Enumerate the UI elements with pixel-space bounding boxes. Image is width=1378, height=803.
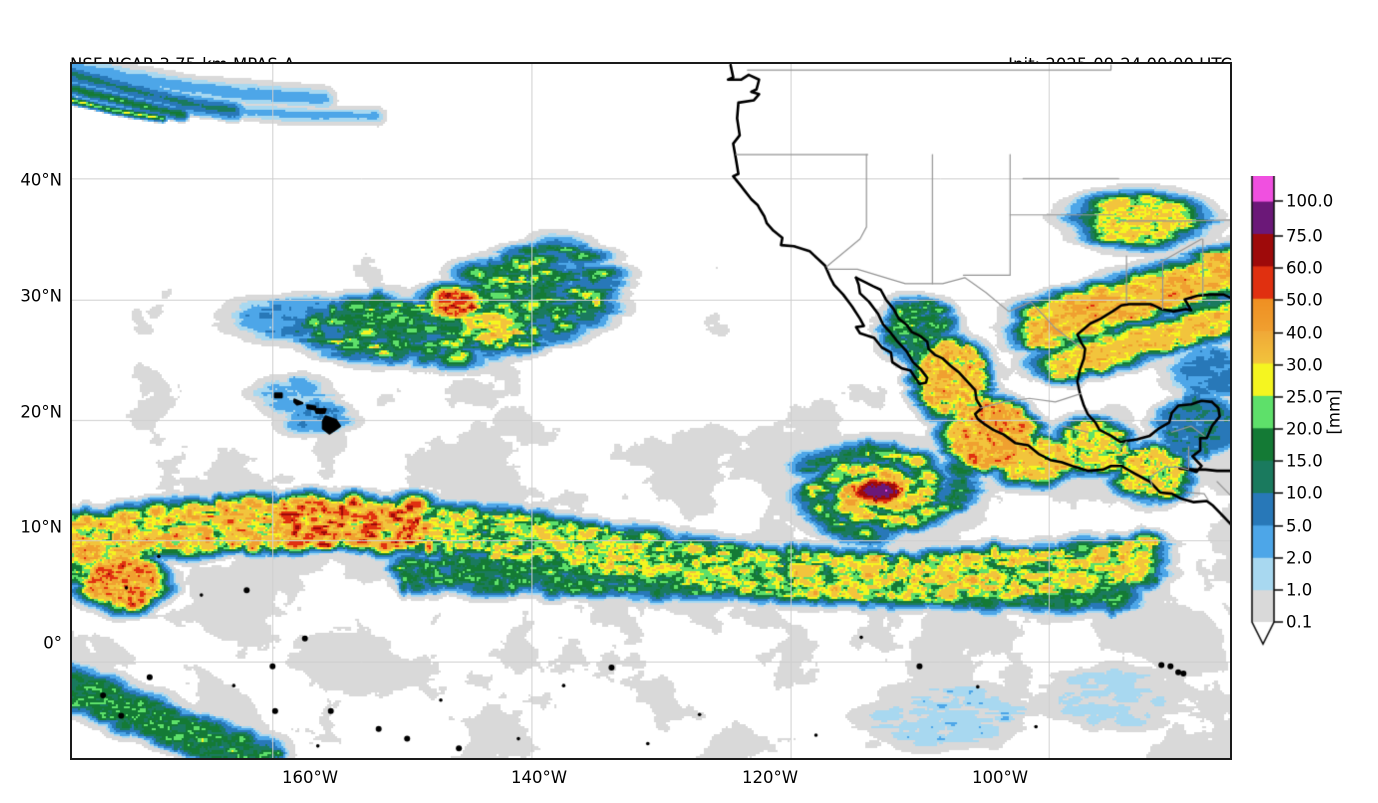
colorbar-tick-12: 1.0 (1286, 580, 1313, 600)
colorbar-tick-4: 40.0 (1286, 323, 1323, 343)
precipitation-map (72, 64, 1230, 758)
lon-tick-2: 120°W (741, 768, 799, 787)
colorbar-gradient (1248, 176, 1378, 650)
lat-tick-0: 40°N (20, 170, 62, 190)
colorbar-tick-6: 25.0 (1286, 387, 1323, 407)
colorbar-tick-1: 75.0 (1286, 226, 1323, 246)
colorbar-tick-13: 0.1 (1286, 612, 1313, 632)
colorbar: [mm] 100.0 75.0 60.0 50.0 40.0 30.0 25.0 20.0 15… (1248, 176, 1378, 650)
colorbar-tick-3: 50.0 (1286, 290, 1323, 310)
colorbar-tick-5: 30.0 (1286, 355, 1323, 375)
colorbar-tick-8: 15.0 (1286, 451, 1323, 471)
colorbar-tick-9: 10.0 (1286, 483, 1323, 503)
lat-tick-1: 30°N (20, 286, 62, 306)
colorbar-tick-10: 5.0 (1286, 516, 1313, 536)
lat-tick-3: 10°N (20, 517, 62, 537)
lon-tick-3: 100°W (971, 768, 1029, 787)
lon-tick-0: 160°W (281, 768, 339, 787)
lat-tick-2: 20°N (20, 402, 62, 422)
lat-tick-4: 0° (43, 633, 62, 653)
colorbar-unit-label: [mm] (1324, 389, 1344, 435)
colorbar-tick-11: 2.0 (1286, 548, 1313, 568)
map-plot-area (70, 62, 1232, 760)
colorbar-tick-0: 100.0 (1286, 191, 1334, 211)
colorbar-tick-2: 60.0 (1286, 258, 1323, 278)
lon-tick-1: 140°W (510, 768, 568, 787)
colorbar-tick-7: 20.0 (1286, 419, 1323, 439)
